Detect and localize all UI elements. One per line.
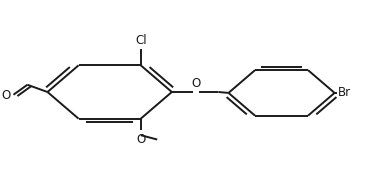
Text: O: O [1,89,11,102]
Text: Br: Br [338,86,351,99]
Text: O: O [191,77,200,90]
Text: O: O [136,133,146,146]
Text: Cl: Cl [135,34,147,47]
